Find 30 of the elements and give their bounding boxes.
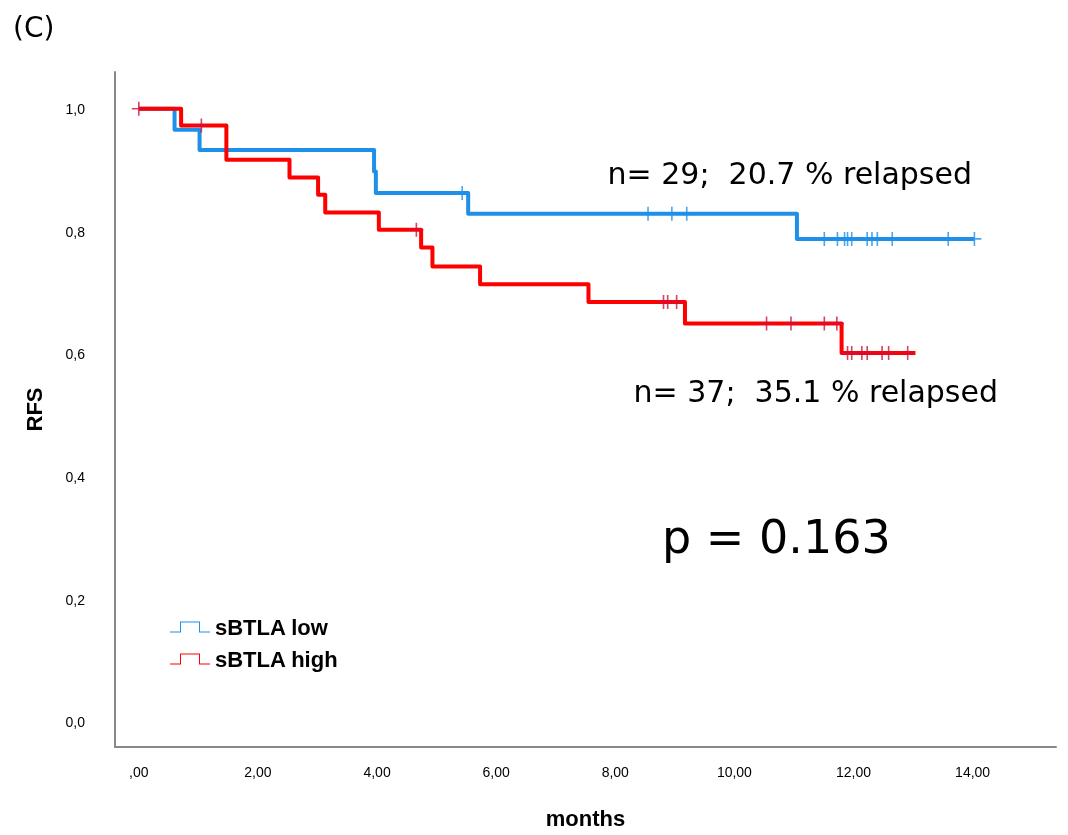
x-tick-label: 6,00 bbox=[482, 764, 510, 780]
x-tick-label: 4,00 bbox=[363, 764, 391, 780]
y-tick-label: 1,0 bbox=[65, 100, 86, 117]
x-tick-label: ,00 bbox=[129, 764, 149, 780]
point bbox=[860, 346, 875, 361]
point bbox=[669, 295, 684, 310]
legend-label: sBTLA low bbox=[215, 614, 329, 640]
point bbox=[829, 316, 844, 331]
point bbox=[131, 101, 146, 116]
y-tick-label: 0,6 bbox=[65, 346, 86, 363]
point bbox=[881, 346, 896, 361]
annotation: n= 29; 20.7 % relapsed bbox=[607, 155, 973, 191]
chart-title: (C) bbox=[13, 10, 55, 44]
annotation: p = 0.163 bbox=[662, 510, 891, 564]
point bbox=[409, 222, 424, 237]
x-tick-label: 14,00 bbox=[955, 764, 991, 780]
y-tick-label: 0,0 bbox=[65, 714, 86, 731]
x-axis-title: months bbox=[545, 805, 626, 831]
y-axis-title: RFS bbox=[21, 387, 47, 432]
point bbox=[900, 346, 915, 361]
legend-label: sBTLA high bbox=[215, 646, 338, 672]
point bbox=[783, 316, 798, 331]
x-tick-label: 2,00 bbox=[244, 764, 272, 780]
x-tick-label: 8,00 bbox=[601, 764, 630, 780]
y-tick-label: 0,4 bbox=[65, 469, 86, 485]
x-tick-label: 12,00 bbox=[835, 764, 872, 780]
y-tick-label: 0,2 bbox=[65, 591, 86, 608]
x-tick-label: 10,00 bbox=[716, 764, 753, 780]
annotation: n= 37; 35.1 % relapsed bbox=[633, 373, 999, 409]
y-tick-label: 0,8 bbox=[65, 223, 86, 240]
